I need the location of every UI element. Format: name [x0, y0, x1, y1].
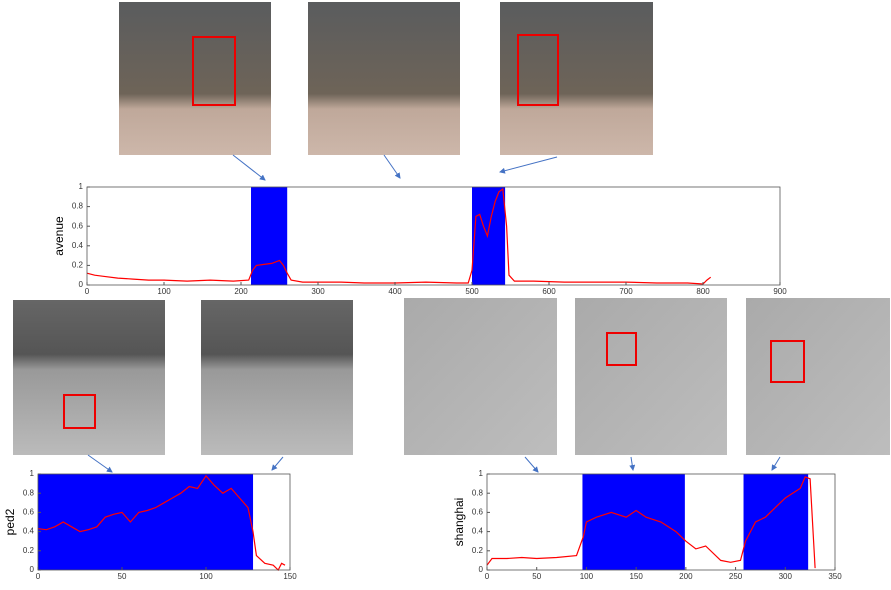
y-tick-label: 0.8	[23, 488, 35, 497]
video-frame	[746, 298, 890, 455]
x-tick-label: 400	[388, 287, 402, 296]
y-tick-label: 0.6	[472, 508, 484, 517]
video-frame	[13, 300, 165, 455]
x-tick-label: 100	[580, 572, 594, 581]
x-tick-label: 100	[199, 572, 213, 581]
highlight-span	[38, 474, 253, 570]
arrow	[631, 457, 633, 470]
x-tick-label: 300	[779, 572, 793, 581]
arrow	[384, 155, 400, 178]
highlight-span	[472, 187, 505, 285]
chart: 0 50 100 150 0 0.2 0.4 0.6 0.8 1 ped2	[3, 469, 297, 581]
video-frame	[404, 298, 557, 455]
y-tick-label: 0	[30, 565, 35, 574]
x-tick-label: 250	[729, 572, 743, 581]
y-tick-label: 0.2	[23, 546, 35, 555]
x-tick-label: 600	[542, 287, 556, 296]
video-frame	[119, 2, 271, 155]
arrow	[500, 157, 557, 172]
arrow	[525, 457, 538, 472]
figure: 010020030040050060070080090000.20.40.60.…	[0, 0, 891, 590]
y-axis-label: shanghai	[452, 498, 466, 547]
x-tick-label: 500	[465, 287, 479, 296]
y-axis-label: avenue	[52, 216, 66, 256]
y-tick-label: 0.4	[472, 527, 484, 536]
y-tick-label: 1	[79, 182, 84, 191]
x-tick-label: 150	[283, 572, 297, 581]
video-frame	[308, 2, 460, 155]
y-tick-label: 1	[479, 469, 484, 478]
y-tick-label: 0.4	[72, 241, 84, 250]
x-tick-label: 200	[679, 572, 693, 581]
x-tick-label: 300	[311, 287, 325, 296]
highlight-span	[582, 474, 684, 570]
x-tick-label: 700	[619, 287, 633, 296]
x-tick-label: 0	[36, 572, 41, 581]
x-tick-label: 50	[532, 572, 541, 581]
chart: 0 50 100 150 200 250 300 350 0 0.2 0.4 0.6 0.8 1 shang…	[452, 469, 842, 581]
video-frame	[201, 300, 353, 455]
arrow	[772, 457, 780, 470]
video-frame	[500, 2, 653, 155]
x-tick-label: 900	[773, 287, 787, 296]
highlight-span	[744, 474, 809, 570]
y-tick-label: 0.6	[23, 508, 35, 517]
video-frame	[575, 298, 727, 455]
x-tick-label: 350	[828, 572, 842, 581]
y-axis-label: ped2	[3, 508, 17, 535]
y-tick-label: 0.4	[23, 527, 35, 536]
x-tick-label: 100	[157, 287, 171, 296]
y-tick-label: 0.8	[472, 488, 484, 497]
x-tick-label: 800	[696, 287, 710, 296]
x-tick-label: 150	[629, 572, 643, 581]
y-tick-label: 1	[30, 469, 35, 478]
arrow	[272, 457, 283, 470]
y-tick-label: 0.2	[72, 261, 84, 270]
chart: 0 100 200 300 400 500 600 700 800 900 0 0.2 0.4 0.6 0.…	[52, 182, 787, 296]
y-tick-label: 0.2	[472, 546, 484, 555]
arrow	[88, 455, 112, 472]
x-tick-label: 50	[118, 572, 127, 581]
x-tick-label: 0	[85, 287, 90, 296]
highlight-span	[251, 187, 287, 285]
arrow	[233, 155, 265, 180]
x-tick-label: 0	[485, 572, 490, 581]
y-tick-label: 0	[479, 565, 484, 574]
plot-area	[87, 187, 780, 285]
x-tick-label: 200	[234, 287, 248, 296]
y-tick-label: 0	[79, 280, 84, 289]
y-tick-label: 0.6	[72, 221, 84, 230]
y-tick-label: 0.8	[72, 202, 84, 211]
